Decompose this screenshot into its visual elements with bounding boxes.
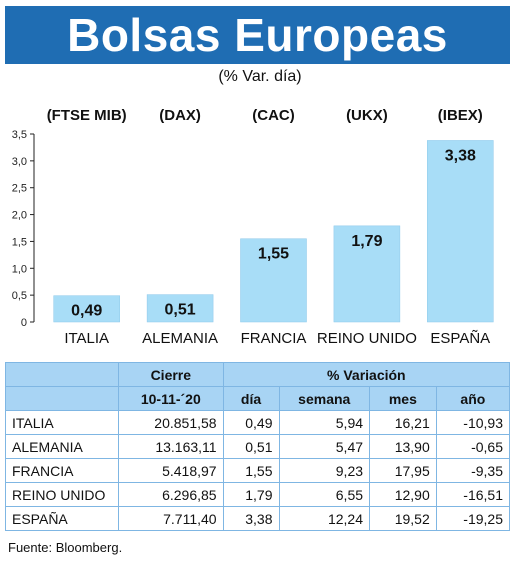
category-label: ESPAÑA <box>430 330 490 347</box>
table-cell-month: 19,52 <box>369 506 437 531</box>
bar-value-label: 0,49 <box>71 303 102 320</box>
table-corner <box>5 362 119 387</box>
table-cell-day: 0,49 <box>222 410 280 435</box>
table-cell-name: ESPAÑA <box>5 506 119 531</box>
table-row: REINO UNIDO 6.296,85 1,79 6,55 12,90 -16… <box>5 482 511 507</box>
table-cell-close: 13.163,11 <box>118 434 224 459</box>
market-table: Cierre % Variación 10-11-´20 día semana … <box>5 362 511 531</box>
y-tick-label: 1,5 <box>12 236 27 248</box>
table-cell-month: 16,21 <box>369 410 437 435</box>
y-tick-label: 0 <box>21 317 27 329</box>
table-cell-month: 12,90 <box>369 482 437 507</box>
table-header-date: 10-11-´20 <box>118 386 224 411</box>
bar <box>240 238 307 323</box>
table-cell-name: ITALIA <box>5 410 119 435</box>
y-tick-label: 3,0 <box>12 156 27 168</box>
y-tick-label: 1,0 <box>12 263 27 275</box>
table-row: ALEMANIA 13.163,11 0,51 5,47 13,90 -0,65 <box>5 434 511 459</box>
y-tick-label: 2,5 <box>12 183 27 195</box>
category-label: REINO UNIDO <box>317 330 417 347</box>
index-label: (IBEX) <box>438 107 483 124</box>
category-label: ITALIA <box>64 330 109 347</box>
table-cell-week: 5,94 <box>278 410 371 435</box>
index-label: (CAC) <box>252 107 295 124</box>
table-cell-close: 20.851,58 <box>118 410 224 435</box>
title-banner: Bolsas Europeas <box>5 6 510 64</box>
bar-chart: 0 0,5 1,0 1,5 2,0 2,5 3,0 3,5 0,49 ITALIA (FTSE M… <box>12 107 494 347</box>
table-cell-name: FRANCIA <box>5 458 119 483</box>
table-cell-year: -9,35 <box>435 458 511 483</box>
bar <box>333 225 401 323</box>
table-cell-week: 5,47 <box>278 434 371 459</box>
table-cell-day: 0,51 <box>222 434 280 459</box>
table-header-semana: semana <box>278 386 371 411</box>
table-cell-year: -19,25 <box>435 506 511 531</box>
index-label: (FTSE MIB) <box>47 107 127 124</box>
table-row: ESPAÑA 7.711,40 3,38 12,24 19,52 -19,25 <box>5 506 511 531</box>
table-cell-name: REINO UNIDO <box>5 482 119 507</box>
table-header-variacion: % Variación <box>222 362 511 387</box>
page-title: Bolsas Europeas <box>67 9 448 61</box>
index-label: (UKX) <box>346 107 388 124</box>
table-cell-day: 3,38 <box>222 506 280 531</box>
chart-subtitle: (% Var. día) <box>218 68 302 85</box>
y-tick-label: 2,0 <box>12 210 27 222</box>
table-cell-name: ALEMANIA <box>5 434 119 459</box>
table-cell-week: 6,55 <box>278 482 371 507</box>
table-cell-year: -10,93 <box>435 410 511 435</box>
table-header-mes: mes <box>369 386 437 411</box>
category-label: FRANCIA <box>241 330 307 347</box>
table-cell-month: 13,90 <box>369 434 437 459</box>
table-cell-day: 1,55 <box>222 458 280 483</box>
table-cell-close: 7.711,40 <box>118 506 224 531</box>
table-header-dia: día <box>222 386 280 411</box>
bar <box>146 294 214 323</box>
table-cell-week: 9,23 <box>278 458 371 483</box>
table-row: ITALIA 20.851,58 0,49 5,94 16,21 -10,93 <box>5 410 511 435</box>
index-label: (DAX) <box>159 107 201 124</box>
y-tick-label: 3,5 <box>12 129 27 141</box>
table-header-cierre: Cierre <box>118 362 224 387</box>
table-cell-month: 17,95 <box>369 458 437 483</box>
bar-value-label: 1,55 <box>258 246 289 263</box>
table-cell-year: -0,65 <box>435 434 511 459</box>
category-label: ALEMANIA <box>142 330 218 347</box>
table-cell-close: 5.418,97 <box>118 458 224 483</box>
bar <box>427 140 494 323</box>
table-cell-day: 1,79 <box>222 482 280 507</box>
source-note: Fuente: Bloomberg. <box>8 540 123 555</box>
bar-value-label: 1,79 <box>351 233 382 250</box>
table-cell-year: -16,51 <box>435 482 511 507</box>
bar-value-label: 0,51 <box>165 302 196 319</box>
bar-value-label: 3,38 <box>445 147 476 164</box>
y-tick-label: 0,5 <box>12 290 27 302</box>
table-row: FRANCIA 5.418,97 1,55 9,23 17,95 -9,35 <box>5 458 511 483</box>
bar <box>53 295 120 323</box>
table-header-ano: año <box>435 386 511 411</box>
table-cell-close: 6.296,85 <box>118 482 224 507</box>
table-corner-2 <box>5 386 119 411</box>
table-cell-week: 12,24 <box>278 506 371 531</box>
